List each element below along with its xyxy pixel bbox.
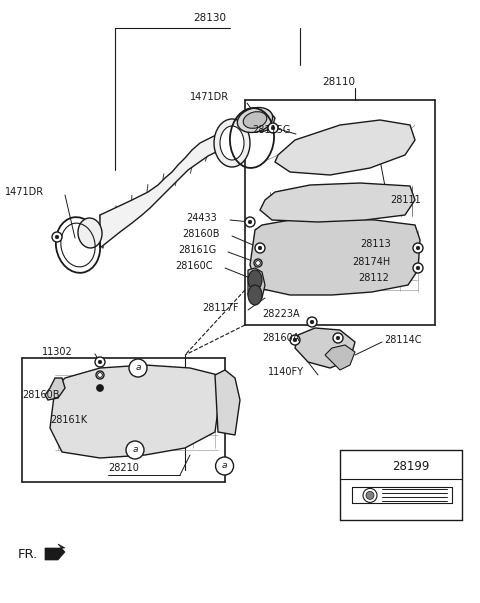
Text: a: a — [132, 446, 138, 455]
Polygon shape — [275, 120, 415, 175]
Ellipse shape — [95, 357, 105, 367]
Polygon shape — [325, 345, 355, 370]
Ellipse shape — [96, 385, 104, 391]
Text: 24433: 24433 — [186, 213, 217, 223]
Ellipse shape — [366, 491, 374, 499]
Ellipse shape — [271, 126, 275, 130]
Text: 28160A: 28160A — [263, 333, 300, 343]
Polygon shape — [245, 110, 275, 132]
Text: 28210: 28210 — [108, 463, 139, 473]
Text: 28114C: 28114C — [384, 335, 421, 345]
Ellipse shape — [290, 335, 300, 345]
Text: 28111: 28111 — [390, 195, 421, 205]
Ellipse shape — [333, 333, 343, 343]
Text: 28115G: 28115G — [252, 125, 290, 135]
Text: 28113: 28113 — [360, 239, 391, 249]
Ellipse shape — [248, 285, 262, 305]
Ellipse shape — [336, 336, 340, 339]
Polygon shape — [100, 130, 228, 248]
Ellipse shape — [96, 371, 104, 379]
Text: FR.: FR. — [18, 549, 38, 561]
Ellipse shape — [248, 220, 252, 224]
Text: a: a — [222, 461, 228, 470]
Text: 28174H: 28174H — [352, 257, 390, 267]
Ellipse shape — [245, 217, 255, 227]
Ellipse shape — [413, 263, 423, 273]
Ellipse shape — [55, 235, 59, 239]
Text: 28223A: 28223A — [262, 309, 300, 319]
Ellipse shape — [416, 246, 420, 250]
Text: 28160C: 28160C — [175, 261, 213, 271]
Ellipse shape — [126, 441, 144, 459]
Ellipse shape — [220, 126, 244, 160]
Ellipse shape — [237, 107, 273, 133]
Ellipse shape — [258, 246, 262, 250]
Polygon shape — [50, 365, 220, 458]
Ellipse shape — [248, 270, 262, 290]
Text: 28112: 28112 — [358, 273, 389, 283]
Text: 28160B: 28160B — [182, 229, 219, 239]
Ellipse shape — [243, 112, 267, 128]
Text: 1471DR: 1471DR — [5, 187, 44, 197]
Ellipse shape — [363, 488, 377, 502]
Text: 28110: 28110 — [322, 77, 355, 87]
Text: 28130: 28130 — [193, 13, 227, 23]
Ellipse shape — [52, 232, 62, 242]
Polygon shape — [45, 544, 65, 560]
Ellipse shape — [78, 218, 102, 248]
Polygon shape — [45, 378, 65, 400]
Text: a: a — [135, 364, 141, 373]
Ellipse shape — [129, 359, 147, 377]
Text: 28117F: 28117F — [202, 303, 239, 313]
Ellipse shape — [413, 243, 423, 253]
Ellipse shape — [255, 243, 265, 253]
Ellipse shape — [254, 259, 262, 267]
Ellipse shape — [214, 119, 250, 167]
Ellipse shape — [268, 123, 278, 133]
Polygon shape — [260, 183, 415, 222]
Text: 11302: 11302 — [42, 347, 73, 357]
Polygon shape — [215, 370, 240, 435]
Polygon shape — [248, 268, 265, 300]
Text: 1471DR: 1471DR — [190, 92, 229, 102]
Ellipse shape — [416, 267, 420, 270]
Ellipse shape — [98, 360, 102, 364]
Polygon shape — [295, 328, 355, 368]
Text: 28160B: 28160B — [22, 390, 60, 400]
Ellipse shape — [255, 260, 260, 265]
Text: 28199: 28199 — [392, 459, 430, 473]
Polygon shape — [250, 218, 420, 295]
Text: 28161K: 28161K — [50, 415, 87, 425]
Ellipse shape — [216, 457, 234, 475]
Text: 28161G: 28161G — [178, 245, 216, 255]
Ellipse shape — [97, 373, 102, 377]
Ellipse shape — [293, 338, 297, 342]
Ellipse shape — [310, 320, 314, 324]
Ellipse shape — [307, 317, 317, 327]
Text: 1140FY: 1140FY — [268, 367, 304, 377]
